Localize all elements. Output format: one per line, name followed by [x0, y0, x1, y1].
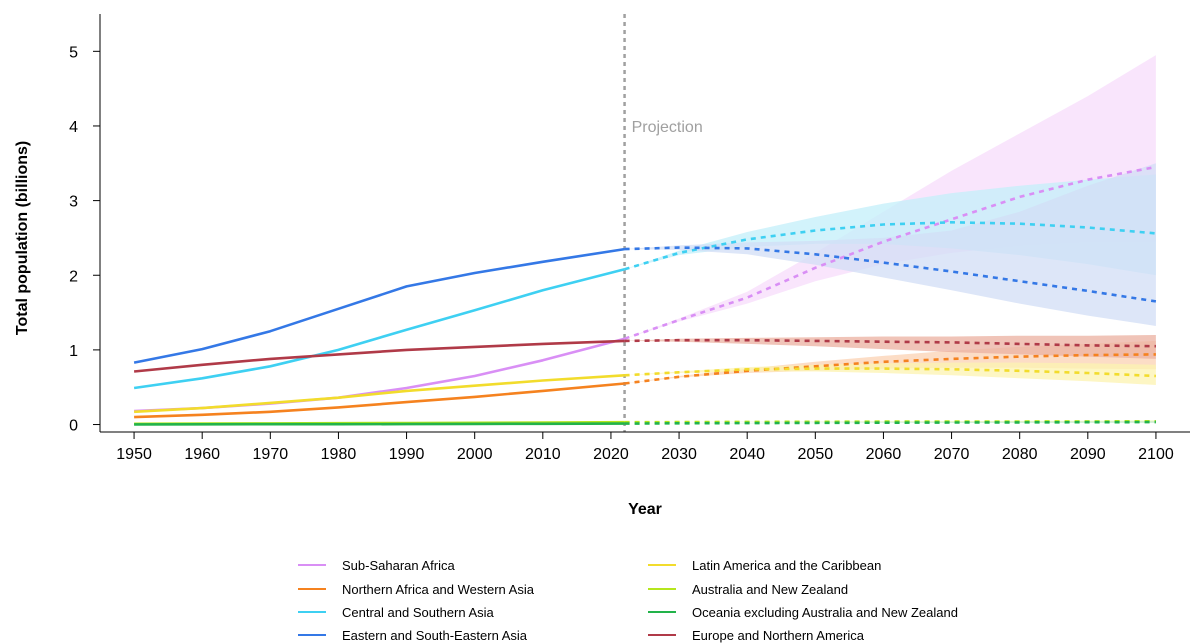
x-tick-label: 2090	[1070, 446, 1106, 463]
line-observed-sub-saharan-africa	[134, 337, 625, 413]
band-eastern-and-south-eastern-asia	[624, 163, 1156, 326]
x-tick-label: 2050	[798, 446, 834, 463]
projection-annotation: Projection	[632, 119, 703, 136]
legend-label: Sub-Saharan Africa	[342, 558, 456, 573]
line-projected-eastern-and-south-eastern-asia	[624, 246, 1157, 303]
x-tick-label: 2010	[525, 446, 561, 463]
legend-label: Europe and Northern America	[692, 628, 865, 643]
x-tick-label: 1980	[321, 446, 357, 463]
legend-label: Central and Southern Asia	[342, 605, 495, 620]
line-observed-latin-america-and-the-caribbean	[134, 374, 625, 414]
axes: 0 1 2 3 4 5 1950 1960 1970 1980 1990 2000 2010 2020 20…	[69, 14, 1190, 463]
x-tick-label: 2100	[1138, 446, 1174, 463]
line-projected-sub-saharan-africa	[624, 165, 1157, 340]
y-tick-label: 1	[69, 343, 78, 360]
x-tick-label: 2060	[866, 446, 902, 463]
legend-label: Northern Africa and Western Asia	[342, 582, 535, 597]
x-tick-label: 1990	[389, 446, 425, 463]
x-axis-title: Year	[628, 501, 662, 518]
line-observed-central-and-southern-asia	[133, 268, 625, 390]
series-lines	[133, 165, 1157, 426]
y-tick-label: 4	[69, 119, 78, 136]
line-observed-eastern-and-south-eastern-asia	[133, 247, 625, 364]
legend-label: Oceania excluding Australia and New Zeal…	[692, 605, 958, 620]
x-tick-label: 1960	[184, 446, 220, 463]
line-projected-central-and-southern-asia	[624, 221, 1157, 271]
y-tick-label: 3	[69, 194, 78, 211]
x-tick-label: 1950	[116, 446, 152, 463]
x-tick-label: 2020	[593, 446, 629, 463]
x-tick-label: 2070	[934, 446, 970, 463]
y-tick-label: 2	[69, 268, 78, 285]
line-projected-oceania-excluding-australia-and-new-zealand	[624, 420, 1156, 425]
line-observed-europe-and-northern-america	[133, 339, 625, 373]
y-axis-title: Total population (billions)	[14, 141, 31, 335]
legend: Sub-Saharan Africa Northern Africa and We…	[298, 558, 958, 643]
line-observed-northern-africa-and-western-asia	[134, 382, 625, 419]
x-tick-label: 2040	[729, 446, 765, 463]
x-tick-label: 2030	[661, 446, 697, 463]
line-observed-oceania-excluding-australia-and-new-zealand	[134, 422, 625, 426]
y-tick-label: 0	[69, 418, 78, 435]
legend-label: Latin America and the Caribbean	[692, 558, 881, 573]
legend-label: Australia and New Zealand	[692, 582, 848, 597]
line-projected-northern-africa-and-western-asia	[624, 353, 1156, 385]
line-projected-latin-america-and-the-caribbean	[624, 367, 1156, 378]
legend-label: Eastern and South-Eastern Asia	[342, 628, 528, 643]
line-projected-europe-and-northern-america	[624, 338, 1156, 348]
band-australia-and-new-zealand	[624, 420, 1156, 423]
x-tick-label: 2080	[1002, 446, 1038, 463]
y-tick-label: 5	[69, 44, 78, 61]
x-tick-label: 1970	[253, 446, 289, 463]
x-tick-label: 2000	[457, 446, 493, 463]
